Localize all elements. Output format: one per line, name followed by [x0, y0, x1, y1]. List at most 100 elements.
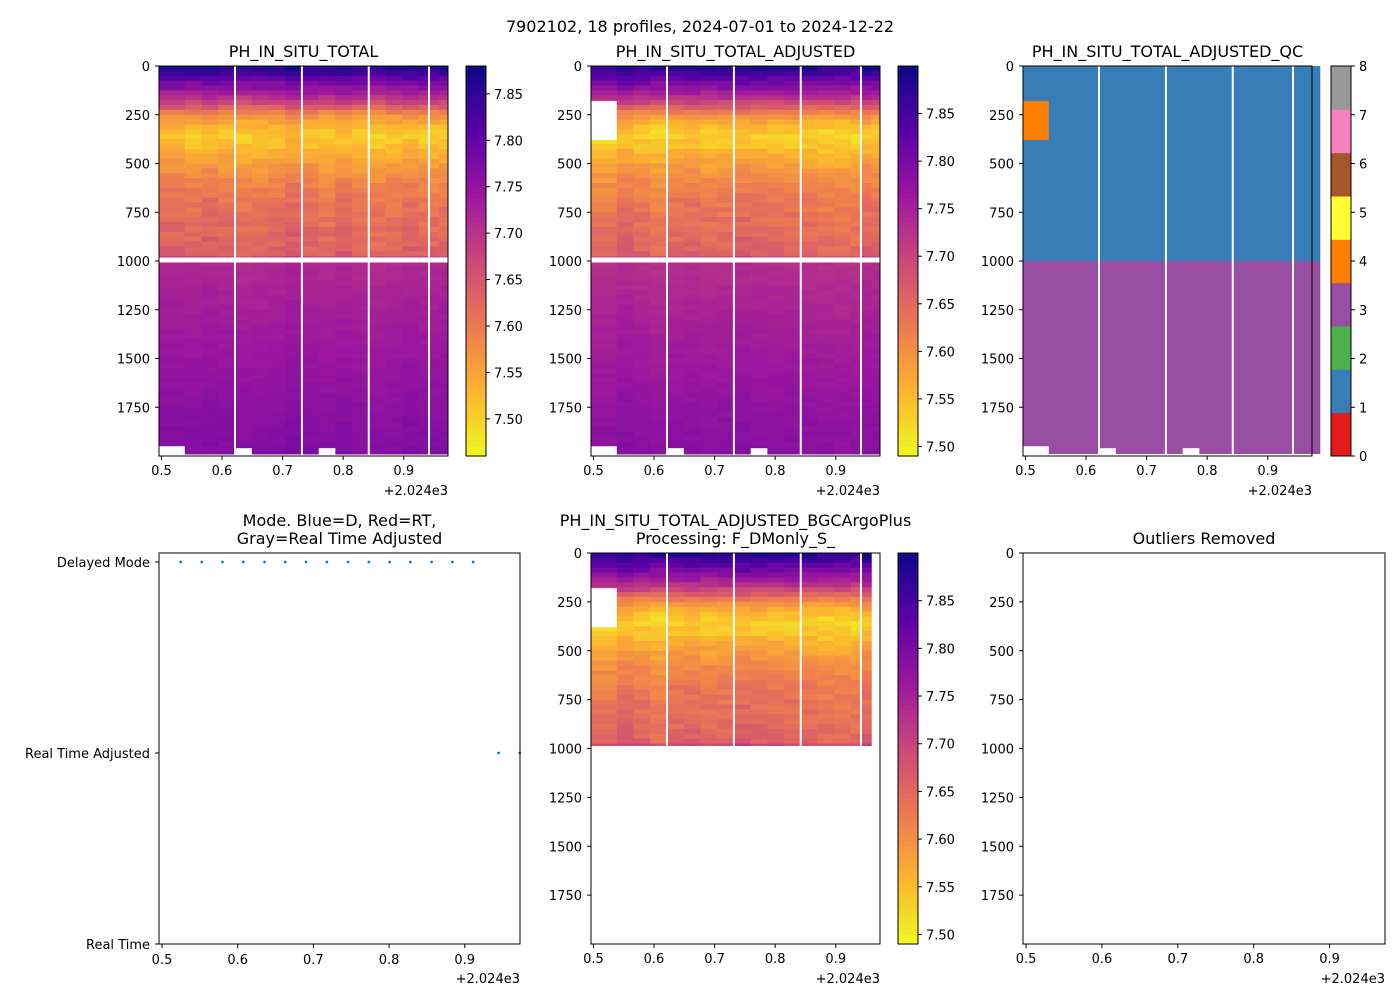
heatmap-cell	[860, 363, 872, 369]
colorbar-segment	[466, 148, 486, 155]
heatmap-cell	[733, 163, 752, 169]
heatmap-cell	[850, 290, 862, 296]
heatmap-cell	[850, 158, 862, 164]
heatmap-cell	[800, 606, 818, 613]
heatmap-cell	[591, 407, 618, 413]
qc-layer	[1023, 66, 1321, 261]
heatmap-cell	[817, 592, 835, 598]
heatmap-cell	[251, 363, 269, 369]
heatmap-cell	[591, 222, 618, 228]
heatmap-cell	[871, 363, 881, 369]
heatmap-cell	[850, 441, 862, 447]
heatmap-cell	[783, 382, 802, 389]
heatmap-cell	[385, 329, 403, 335]
y-tick-label: 250	[989, 109, 1014, 124]
heatmap-cell	[285, 417, 303, 423]
heatmap-cell	[750, 285, 768, 291]
heatmap-cell	[591, 412, 618, 418]
colorbar-segment	[898, 187, 918, 194]
heatmap-cell	[616, 168, 634, 174]
heatmap-cell	[800, 660, 818, 666]
heatmap-cell	[591, 207, 618, 213]
heatmap-cell	[683, 109, 701, 116]
colorbar-segment	[898, 105, 918, 111]
heatmap-cell	[860, 626, 872, 632]
heatmap-cell	[767, 402, 785, 408]
heatmap-cell	[251, 265, 269, 272]
heatmap-cell	[201, 441, 219, 447]
heatmap-cell	[285, 353, 303, 359]
heatmap-cell	[402, 387, 420, 394]
heatmap-cell	[351, 226, 370, 233]
heatmap-cell	[385, 129, 403, 135]
heatmap-cell	[318, 300, 336, 306]
heatmap-cell	[667, 601, 685, 608]
heatmap-cell	[717, 124, 735, 130]
heatmap-cell	[351, 402, 370, 408]
heatmap-cell	[616, 743, 634, 746]
heatmap-cell	[285, 246, 303, 252]
heatmap-cell	[850, 319, 862, 325]
heatmap-cell	[218, 309, 236, 316]
colorbar-segment	[898, 431, 918, 438]
heatmap-cell	[301, 387, 320, 394]
heatmap-cell	[767, 436, 785, 442]
heatmap-cell	[418, 304, 430, 311]
heatmap-cell	[591, 670, 618, 676]
heatmap-cell	[650, 733, 668, 740]
heatmap-cell	[285, 80, 303, 86]
heatmap-cell	[385, 90, 403, 96]
heatmap-cell	[733, 226, 752, 233]
heatmap-cell	[683, 368, 701, 374]
heatmap-cell	[860, 241, 872, 247]
heatmap-cell	[418, 90, 430, 96]
heatmap-cell	[633, 728, 651, 735]
heatmap-cell	[633, 343, 651, 350]
heatmap-cell	[402, 212, 420, 218]
heatmap-cell	[667, 70, 685, 77]
heatmap-cell	[159, 95, 186, 101]
heatmap-cell	[834, 85, 852, 91]
heatmap-cell	[428, 319, 440, 325]
heatmap-cell	[251, 280, 269, 286]
heatmap-cell	[783, 183, 802, 189]
heatmap-cell	[591, 309, 618, 316]
heatmap-cell	[428, 139, 440, 145]
heatmap-cell	[767, 129, 785, 135]
heatmap-cell	[700, 382, 718, 389]
colorbar-tick-label: 7.60	[926, 833, 955, 848]
heatmap-cell	[650, 90, 668, 96]
heatmap-cell	[218, 251, 236, 257]
heatmap-cell	[834, 236, 852, 242]
heatmap-cell	[218, 280, 236, 286]
heatmap-cell	[318, 163, 336, 169]
heatmap-cell	[368, 431, 386, 437]
heatmap-cell	[633, 187, 651, 194]
heatmap-cell	[834, 626, 852, 632]
heatmap-cell	[850, 285, 862, 291]
colorbar-segment	[466, 319, 486, 325]
heatmap-cell	[159, 397, 186, 403]
heatmap-cell	[834, 655, 852, 661]
heatmap-cell	[700, 709, 718, 715]
heatmap-cell	[385, 236, 403, 242]
heatmap-cell	[717, 680, 735, 686]
heatmap-cell	[616, 402, 634, 408]
heatmap-cell	[650, 557, 668, 564]
heatmap-cell	[268, 207, 286, 213]
heatmap-cell	[439, 246, 449, 252]
heatmap-cell	[850, 660, 862, 666]
heatmap-cell	[650, 665, 668, 671]
heatmap-cell	[368, 329, 386, 335]
heatmap-cell	[783, 222, 802, 228]
heatmap-cell	[683, 207, 701, 213]
heatmap-cell	[616, 553, 634, 559]
heatmap-cell	[860, 557, 872, 564]
heatmap-cell	[335, 304, 353, 311]
heatmap-cell	[834, 290, 852, 296]
heatmap-cell	[817, 348, 835, 355]
heatmap-cell	[268, 329, 286, 335]
heatmap-cell	[683, 261, 701, 267]
heatmap-cell	[428, 153, 440, 160]
heatmap-cell	[218, 236, 236, 242]
